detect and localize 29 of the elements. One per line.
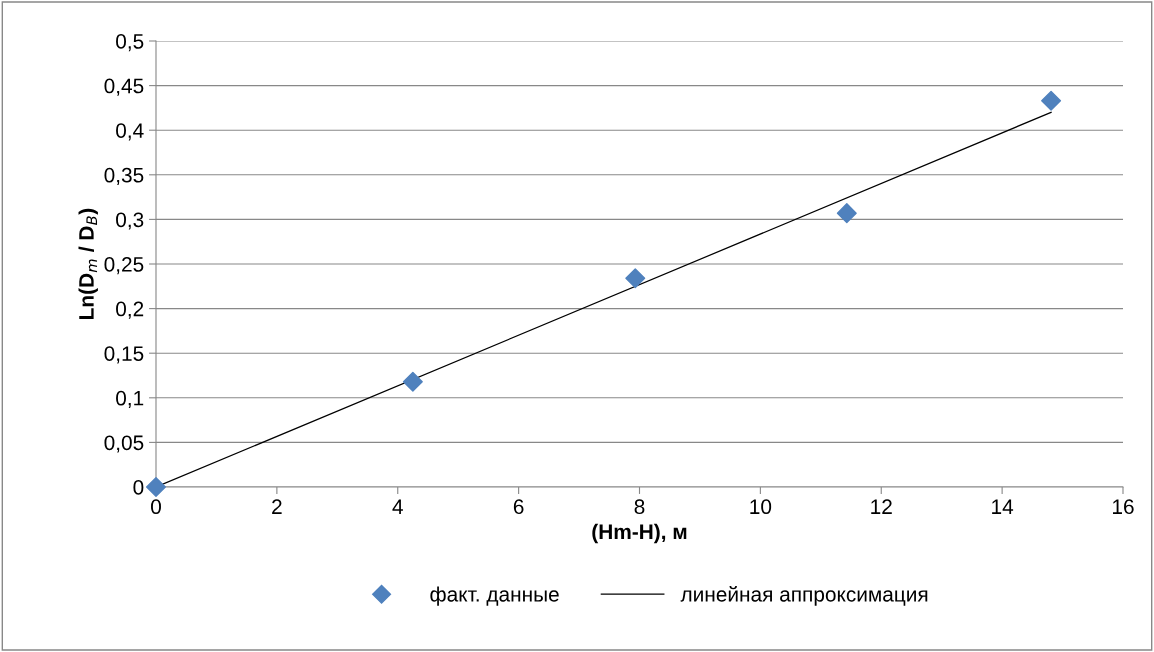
x-tick-label: 16 xyxy=(1113,499,1134,515)
x-tick-label: 0 xyxy=(151,499,161,515)
point xyxy=(1041,90,1062,111)
x-tick-label: 14 xyxy=(992,499,1014,514)
y-tick-label: 0,25 xyxy=(104,257,144,275)
x-axis-title: (Hm-H), м xyxy=(592,523,687,544)
point xyxy=(145,476,167,498)
x-tick-label: 8 xyxy=(634,499,645,515)
y-tick-label: 0,3 xyxy=(116,212,144,230)
point xyxy=(625,268,646,289)
x-tick-label: 2 xyxy=(272,499,282,514)
y-tick-label: 0,05 xyxy=(104,435,144,453)
y-tick-label: 0 xyxy=(133,480,144,495)
x-tick-label: 6 xyxy=(513,499,524,515)
point xyxy=(402,371,423,392)
y-tick-label: 0,35 xyxy=(104,167,144,186)
legend-label: линейная аппроксимация xyxy=(680,586,928,606)
y-tick-label: 0,45 xyxy=(104,78,144,96)
y-tick-label: 0,5 xyxy=(116,34,144,52)
x-tick-label: 12 xyxy=(871,499,892,514)
legend-label: факт. данные xyxy=(430,586,559,606)
x-tick-label: 10 xyxy=(750,499,772,515)
y-axis-title: Ln(D$_{m}$ / D$_{B}$) xyxy=(78,208,98,319)
y-tick-label: 0,2 xyxy=(116,301,144,319)
y-tick-label: 0,15 xyxy=(104,346,144,364)
point xyxy=(836,203,857,224)
y-tick-label: 0,4 xyxy=(116,123,144,141)
y-tick-label: 0,1 xyxy=(116,390,144,409)
x-tick-label: 4 xyxy=(392,499,403,514)
